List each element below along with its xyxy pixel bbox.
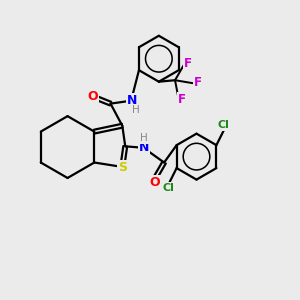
Text: O: O — [87, 90, 98, 103]
Text: O: O — [149, 176, 160, 189]
Text: Cl: Cl — [163, 183, 175, 193]
Text: N: N — [139, 141, 149, 154]
Text: H: H — [140, 134, 148, 143]
Text: Cl: Cl — [218, 120, 230, 130]
Text: N: N — [127, 94, 137, 107]
Text: S: S — [118, 161, 127, 174]
Text: F: F — [184, 57, 192, 70]
Text: H: H — [132, 105, 140, 115]
Text: F: F — [194, 76, 202, 89]
Text: F: F — [178, 93, 185, 106]
